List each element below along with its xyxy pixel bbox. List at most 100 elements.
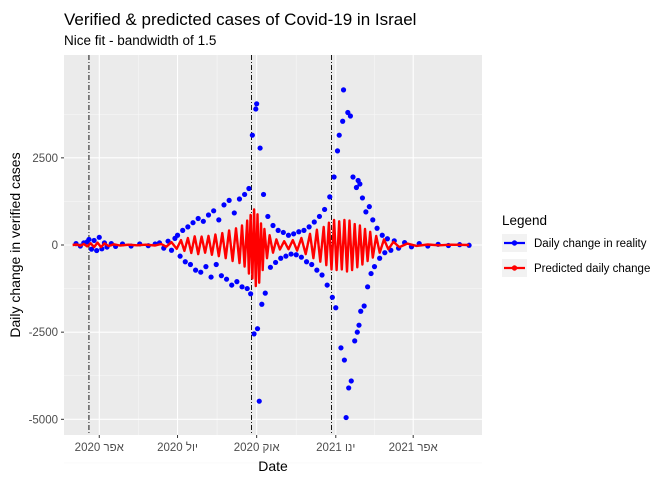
legend-entry-predicted: Predicted daily change bbox=[502, 259, 650, 277]
data-point bbox=[384, 236, 390, 242]
y-tick-label: 0 bbox=[52, 240, 58, 252]
data-point bbox=[341, 357, 347, 363]
data-point bbox=[319, 272, 325, 278]
data-point bbox=[254, 326, 261, 332]
data-point bbox=[94, 247, 100, 254]
data-point bbox=[309, 261, 315, 268]
data-point bbox=[285, 232, 292, 238]
data-point bbox=[270, 222, 276, 229]
data-point bbox=[254, 101, 260, 107]
data-point bbox=[262, 290, 268, 296]
legend-label-reality: Daily change in reality bbox=[534, 238, 647, 250]
data-point bbox=[311, 219, 317, 225]
data-point bbox=[239, 284, 245, 290]
x-tick-label: אפר 2021 bbox=[389, 442, 439, 454]
data-point bbox=[251, 331, 257, 337]
data-point bbox=[174, 232, 181, 238]
predicted-line-layer bbox=[72, 208, 470, 288]
data-point bbox=[365, 284, 371, 290]
data-point bbox=[340, 87, 347, 93]
data-point bbox=[316, 213, 323, 220]
data-point bbox=[168, 247, 175, 253]
data-point bbox=[338, 345, 344, 351]
data-point bbox=[298, 254, 304, 260]
data-point bbox=[379, 232, 385, 238]
data-point bbox=[226, 197, 232, 203]
data-point bbox=[357, 181, 363, 187]
data-point bbox=[280, 229, 286, 236]
data-point bbox=[218, 273, 224, 279]
data-point bbox=[177, 253, 183, 259]
predicted-line bbox=[72, 208, 470, 288]
y-tick-label: -5000 bbox=[29, 414, 58, 426]
data-point bbox=[370, 217, 376, 223]
x-tick-label: אפר 2020 bbox=[75, 442, 125, 454]
data-point bbox=[86, 236, 92, 243]
data-point bbox=[350, 174, 356, 180]
data-point bbox=[265, 213, 271, 220]
data-point bbox=[278, 255, 284, 261]
data-point bbox=[371, 264, 378, 270]
data-point bbox=[211, 208, 217, 214]
data-point bbox=[306, 224, 312, 230]
data-point bbox=[242, 191, 248, 198]
data-point bbox=[288, 251, 294, 257]
legend: Legend Daily change in reality Predicted… bbox=[502, 213, 650, 277]
legend-point-predicted bbox=[511, 265, 518, 271]
y-tick-label: -2500 bbox=[29, 327, 58, 339]
data-point bbox=[182, 259, 188, 265]
data-point bbox=[96, 234, 102, 240]
data-point bbox=[363, 209, 369, 215]
data-point bbox=[185, 224, 191, 230]
x-tick-label: אוק 2020 bbox=[234, 442, 281, 454]
data-point bbox=[377, 255, 383, 261]
data-point bbox=[334, 148, 341, 154]
data-point bbox=[229, 282, 235, 288]
x-axis-title: Date bbox=[258, 458, 288, 474]
data-point bbox=[303, 259, 310, 265]
data-point bbox=[366, 204, 372, 210]
data-point bbox=[253, 106, 259, 112]
data-point bbox=[195, 215, 201, 222]
data-point bbox=[374, 225, 380, 231]
data-point bbox=[223, 276, 230, 282]
data-point bbox=[190, 220, 196, 226]
data-point bbox=[359, 195, 366, 201]
data-point bbox=[192, 267, 199, 273]
data-point bbox=[329, 294, 335, 300]
data-point bbox=[187, 261, 194, 268]
chart-title: Verified & predicted cases of Covid-19 i… bbox=[64, 10, 416, 29]
y-axis-title: Daily change in verified cases bbox=[7, 152, 23, 337]
data-point bbox=[203, 264, 209, 270]
data-point bbox=[200, 218, 206, 224]
legend-entry-reality: Daily change in reality bbox=[502, 234, 647, 252]
data-point bbox=[353, 184, 360, 191]
data-point bbox=[272, 259, 279, 266]
chart-subtitle: Nice fit - bandwidth of 1.5 bbox=[64, 33, 216, 48]
data-point bbox=[327, 194, 333, 200]
data-point bbox=[314, 267, 320, 273]
data-point bbox=[208, 274, 214, 280]
x-axis: אפר 2020 יול 2020 אוק 2020 ינו 2021 אפר 2021 bbox=[75, 435, 439, 454]
data-point bbox=[248, 291, 254, 297]
data-point bbox=[293, 252, 299, 258]
data-point bbox=[296, 229, 302, 235]
data-point bbox=[346, 385, 352, 391]
data-point bbox=[205, 212, 212, 218]
legend-title: Legend bbox=[502, 213, 547, 228]
data-point bbox=[267, 264, 274, 270]
data-point bbox=[283, 253, 289, 259]
data-point bbox=[236, 196, 243, 202]
data-point bbox=[336, 132, 342, 138]
data-point bbox=[322, 206, 328, 213]
data-point bbox=[260, 191, 267, 198]
data-point bbox=[88, 246, 95, 252]
observed-points bbox=[73, 87, 472, 421]
data-point bbox=[221, 202, 227, 208]
y-tick-label: 2500 bbox=[32, 153, 58, 165]
data-point bbox=[352, 338, 358, 344]
x-tick-label: יול 2020 bbox=[157, 441, 198, 454]
data-point bbox=[246, 185, 252, 192]
data-point bbox=[256, 398, 262, 404]
